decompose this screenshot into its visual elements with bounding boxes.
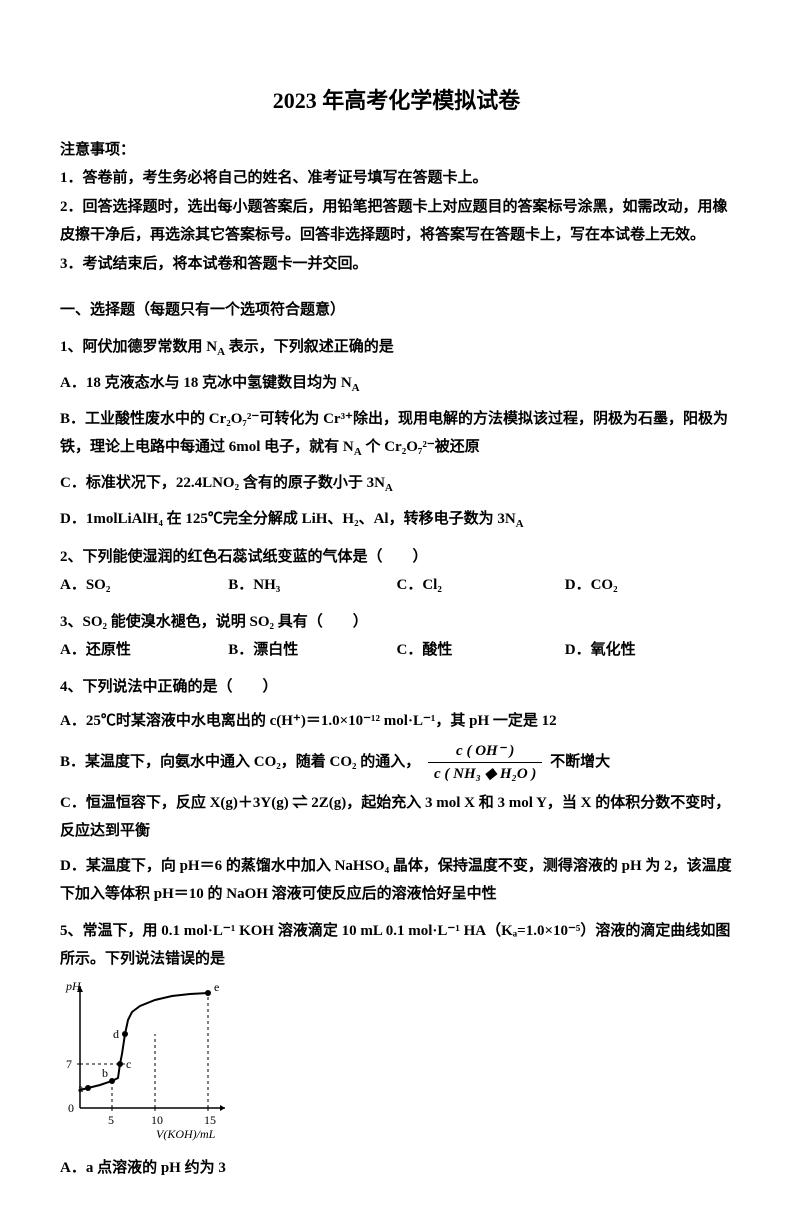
q2-opt-a: A．SO₂ bbox=[60, 571, 228, 600]
q4-fraction: c ( OH⁻ ) c ( NH₃ ◆ H₂O ) bbox=[428, 742, 542, 783]
instruction-2: 2．回答选择题时，选出每小题答案后，用铅笔把答题卡上对应题目的答案标号涂黑，如需… bbox=[60, 193, 733, 250]
q1-stem-a: 1、阿伏加德罗常数用 N bbox=[60, 339, 217, 355]
svg-text:pH: pH bbox=[65, 979, 82, 993]
subscript-a: A bbox=[352, 382, 360, 394]
page-title: 2023 年高考化学模拟试卷 bbox=[60, 80, 733, 122]
svg-text:c: c bbox=[126, 1057, 131, 1071]
q1-stem: 1、阿伏加德罗常数用 NA 表示，下列叙述正确的是 bbox=[60, 333, 733, 363]
q3-opt-d: D．氧化性 bbox=[565, 636, 733, 665]
q1-opt-b-text-b: 个 Cr₂O₇²⁻被还原 bbox=[362, 439, 480, 455]
q4-frac-num: c ( OH⁻ ) bbox=[428, 742, 542, 763]
svg-text:V(KOH)/mL: V(KOH)/mL bbox=[156, 1127, 216, 1141]
q4-opt-a: A．25℃时某溶液中水电离出的 c(H⁺)＝1.0×10⁻¹² mol·L⁻¹，… bbox=[60, 707, 733, 736]
svg-text:d: d bbox=[113, 1027, 119, 1041]
q4-frac-den: c ( NH₃ ◆ H₂O ) bbox=[428, 763, 542, 783]
q4-opt-b: B．某温度下，向氨水中通入 CO₂，随着 CO₂ 的通入， c ( OH⁻ ) … bbox=[60, 742, 733, 783]
instruction-1: 1．答卷前，考生务必将自己的姓名、准考证号填写在答题卡上。 bbox=[60, 164, 733, 193]
q3-opt-a: A．还原性 bbox=[60, 636, 228, 665]
svg-text:0: 0 bbox=[68, 1101, 74, 1115]
q2-opt-b: B．NH₃ bbox=[228, 571, 396, 600]
q1-opt-c-text: C．标准状况下，22.4LNO₂ 含有的原子数小于 3N bbox=[60, 475, 385, 491]
svg-text:10: 10 bbox=[151, 1113, 163, 1127]
q3-options: A．还原性 B．漂白性 C．酸性 D．氧化性 bbox=[60, 636, 733, 665]
svg-text:a: a bbox=[78, 1081, 84, 1095]
q1-opt-b: B．工业酸性废水中的 Cr₂O₇²⁻可转化为 Cr³⁺除出，现用电解的方法模拟该… bbox=[60, 405, 733, 463]
instruction-3: 3．考试结束后，将本试卷和答题卡一并交回。 bbox=[60, 250, 733, 279]
q1-opt-a: A．18 克液态水与 18 克冰中氢键数目均为 NA bbox=[60, 369, 733, 399]
q4-opt-c: C．恒温恒容下，反应 X(g)＋3Y(g) ⇌ 2Z(g)，起始充入 3 mol… bbox=[60, 789, 733, 846]
q3-opt-c: C．酸性 bbox=[397, 636, 565, 665]
subscript-a: A bbox=[217, 346, 225, 358]
q2-opt-c: C．Cl₂ bbox=[397, 571, 565, 600]
subscript-a: A bbox=[354, 446, 362, 458]
q1-opt-d: D．1molLiAlH₄ 在 125℃完全分解成 LiH、H₂、Al，转移电子数… bbox=[60, 505, 733, 535]
q1-opt-d-text: D．1molLiAlH₄ 在 125℃完全分解成 LiH、H₂、Al，转移电子数… bbox=[60, 511, 516, 527]
q3-stem: 3、SO₂ 能使溴水褪色，说明 SO₂ 具有（ ） bbox=[60, 608, 733, 637]
svg-text:15: 15 bbox=[204, 1113, 216, 1127]
q1-opt-a-text: A．18 克液态水与 18 克冰中氢键数目均为 N bbox=[60, 375, 352, 391]
q5-stem: 5、常温下，用 0.1 mol·L⁻¹ KOH 溶液滴定 10 mL 0.1 m… bbox=[60, 917, 733, 974]
q2-opt-d: D．CO₂ bbox=[565, 571, 733, 600]
instructions-head: 注意事项： bbox=[60, 136, 733, 165]
q1-stem-b: 表示，下列叙述正确的是 bbox=[225, 339, 394, 355]
q5-chart: pH V(KOH)/mL 0 7 5 10 15 a b c d e bbox=[60, 978, 733, 1148]
q1-opt-c: C．标准状况下，22.4LNO₂ 含有的原子数小于 3NA bbox=[60, 469, 733, 499]
subscript-a: A bbox=[516, 518, 524, 530]
q2-options: A．SO₂ B．NH₃ C．Cl₂ D．CO₂ bbox=[60, 571, 733, 600]
svg-text:b: b bbox=[102, 1066, 108, 1080]
q4-opt-b-a: B．某温度下，向氨水中通入 CO₂，随着 CO₂ 的通入， bbox=[60, 754, 420, 770]
section-1-head: 一、选择题（每题只有一个选项符合题意） bbox=[60, 296, 733, 325]
svg-text:5: 5 bbox=[108, 1113, 114, 1127]
q4-opt-b-b: 不断增大 bbox=[550, 754, 610, 770]
q2-stem: 2、下列能使湿润的红色石蕊试纸变蓝的气体是（ ） bbox=[60, 543, 733, 572]
svg-text:e: e bbox=[214, 980, 219, 994]
q5-opt-a: A．a 点溶液的 pH 约为 3 bbox=[60, 1154, 733, 1183]
titration-curve-chart: pH V(KOH)/mL 0 7 5 10 15 a b c d e bbox=[60, 978, 260, 1148]
subscript-a: A bbox=[385, 482, 393, 494]
q3-opt-b: B．漂白性 bbox=[228, 636, 396, 665]
q4-stem: 4、下列说法中正确的是（ ） bbox=[60, 673, 733, 702]
q4-opt-d: D．某温度下，向 pH＝6 的蒸馏水中加入 NaHSO₄ 晶体，保持温度不变，测… bbox=[60, 852, 733, 909]
svg-text:7: 7 bbox=[66, 1057, 72, 1071]
